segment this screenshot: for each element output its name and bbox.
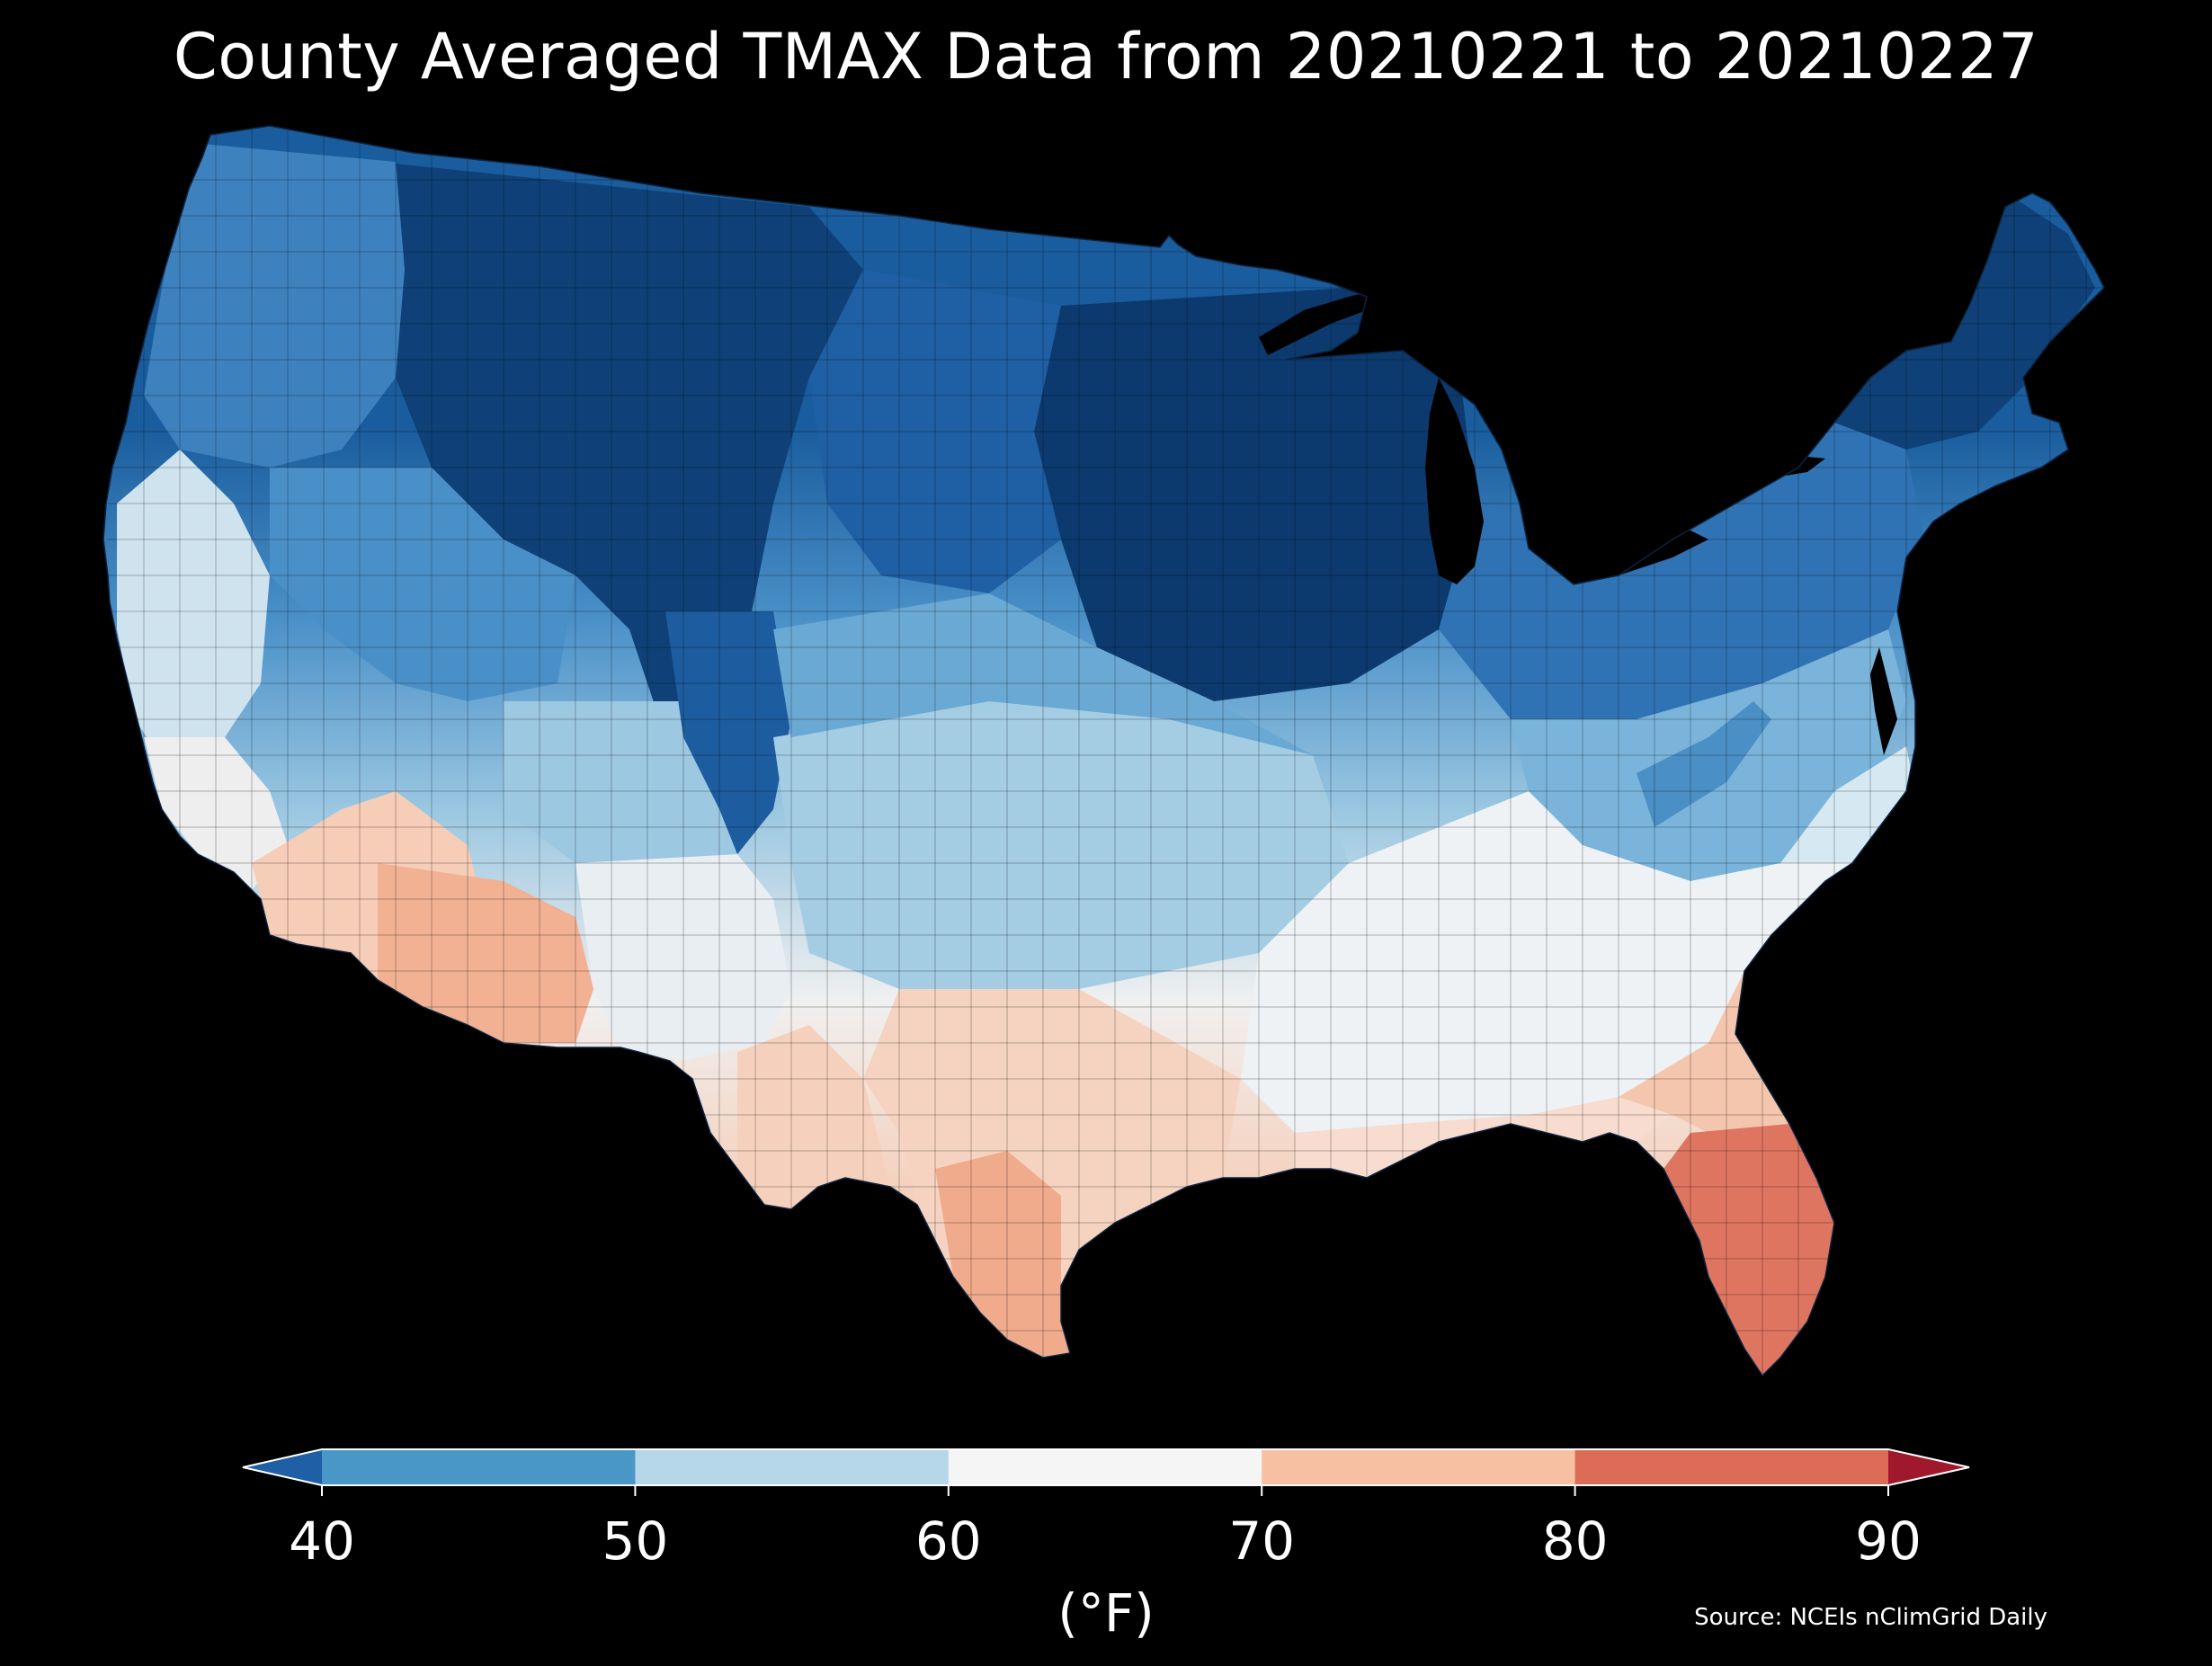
- region-colorado-rockies: [665, 611, 791, 854]
- chesapeake-bay: [1870, 647, 1897, 755]
- colorbar-bin: [948, 1449, 1262, 1485]
- colorbar-tick-label: 70: [1228, 1510, 1296, 1572]
- region-great-lakes: [1439, 423, 1924, 719]
- region-big-bend: [737, 1025, 890, 1209]
- lake-ontario: [1726, 454, 1825, 481]
- colorbar-tick-label: 80: [1541, 1510, 1609, 1572]
- colorbar-unit-label: (°F): [1057, 1582, 1155, 1644]
- region-four-corners: [504, 701, 737, 863]
- lake-erie: [1583, 530, 1708, 575]
- colorbar-tick-label: 50: [602, 1510, 669, 1572]
- us-outline: [103, 125, 2105, 1377]
- region-southern-plains: [773, 701, 1349, 989]
- map-regions: [103, 126, 2104, 1376]
- choropleth-map: [103, 125, 2105, 1377]
- lake-michigan: [1425, 378, 1484, 584]
- region-florida-peninsula: [1663, 1124, 1834, 1376]
- region-northern-california: [117, 450, 270, 773]
- colorbar-outline: [242, 1448, 1970, 1486]
- region-appalachian-ridge: [1637, 701, 1771, 827]
- colorbar-bins: [243, 1449, 1969, 1485]
- region-upper-midwest-cold: [1034, 288, 1475, 701]
- source-credit: Source: NCEIs nClimGrid Daily: [1694, 1604, 2047, 1631]
- region-new-mexico: [575, 854, 791, 1061]
- region-central-plains: [773, 593, 1313, 755]
- region-arizona: [378, 863, 593, 1043]
- region-carolina-coast: [1780, 746, 1915, 863]
- region-central-california: [144, 737, 288, 890]
- region-dakotas: [809, 270, 1061, 593]
- region-northern-plains-cold: [378, 162, 863, 854]
- colorbar-ticks: [321, 1485, 1889, 1496]
- map-title: County Averaged TMAX Data from 20210221 …: [173, 20, 2039, 94]
- great-lakes: [1259, 288, 1897, 755]
- colorbar-extend-low: [243, 1449, 322, 1485]
- colorbar-tick-label: 40: [289, 1510, 355, 1572]
- region-north-florida: [1619, 971, 1789, 1142]
- region-southeast: [1241, 791, 1852, 1133]
- colorbar-extend-high: [1888, 1449, 1969, 1485]
- colorbar-bin: [1574, 1449, 1889, 1485]
- region-gulf-coast: [1295, 1097, 1672, 1178]
- colorbar-bin: [1262, 1449, 1576, 1485]
- region-rio-grande-valley: [935, 1151, 1070, 1358]
- colorbar-bin: [635, 1449, 950, 1485]
- region-great-basin: [270, 468, 575, 701]
- region-pacific-northwest: [144, 144, 405, 468]
- colorbar-tick-label: 60: [914, 1510, 982, 1572]
- colorbar-bin: [322, 1449, 636, 1485]
- lake-superior: [1259, 288, 1385, 355]
- map-svg: [103, 125, 2105, 1377]
- colorbar-tick-label: 90: [1855, 1510, 1922, 1572]
- lake-huron: [1520, 423, 1583, 575]
